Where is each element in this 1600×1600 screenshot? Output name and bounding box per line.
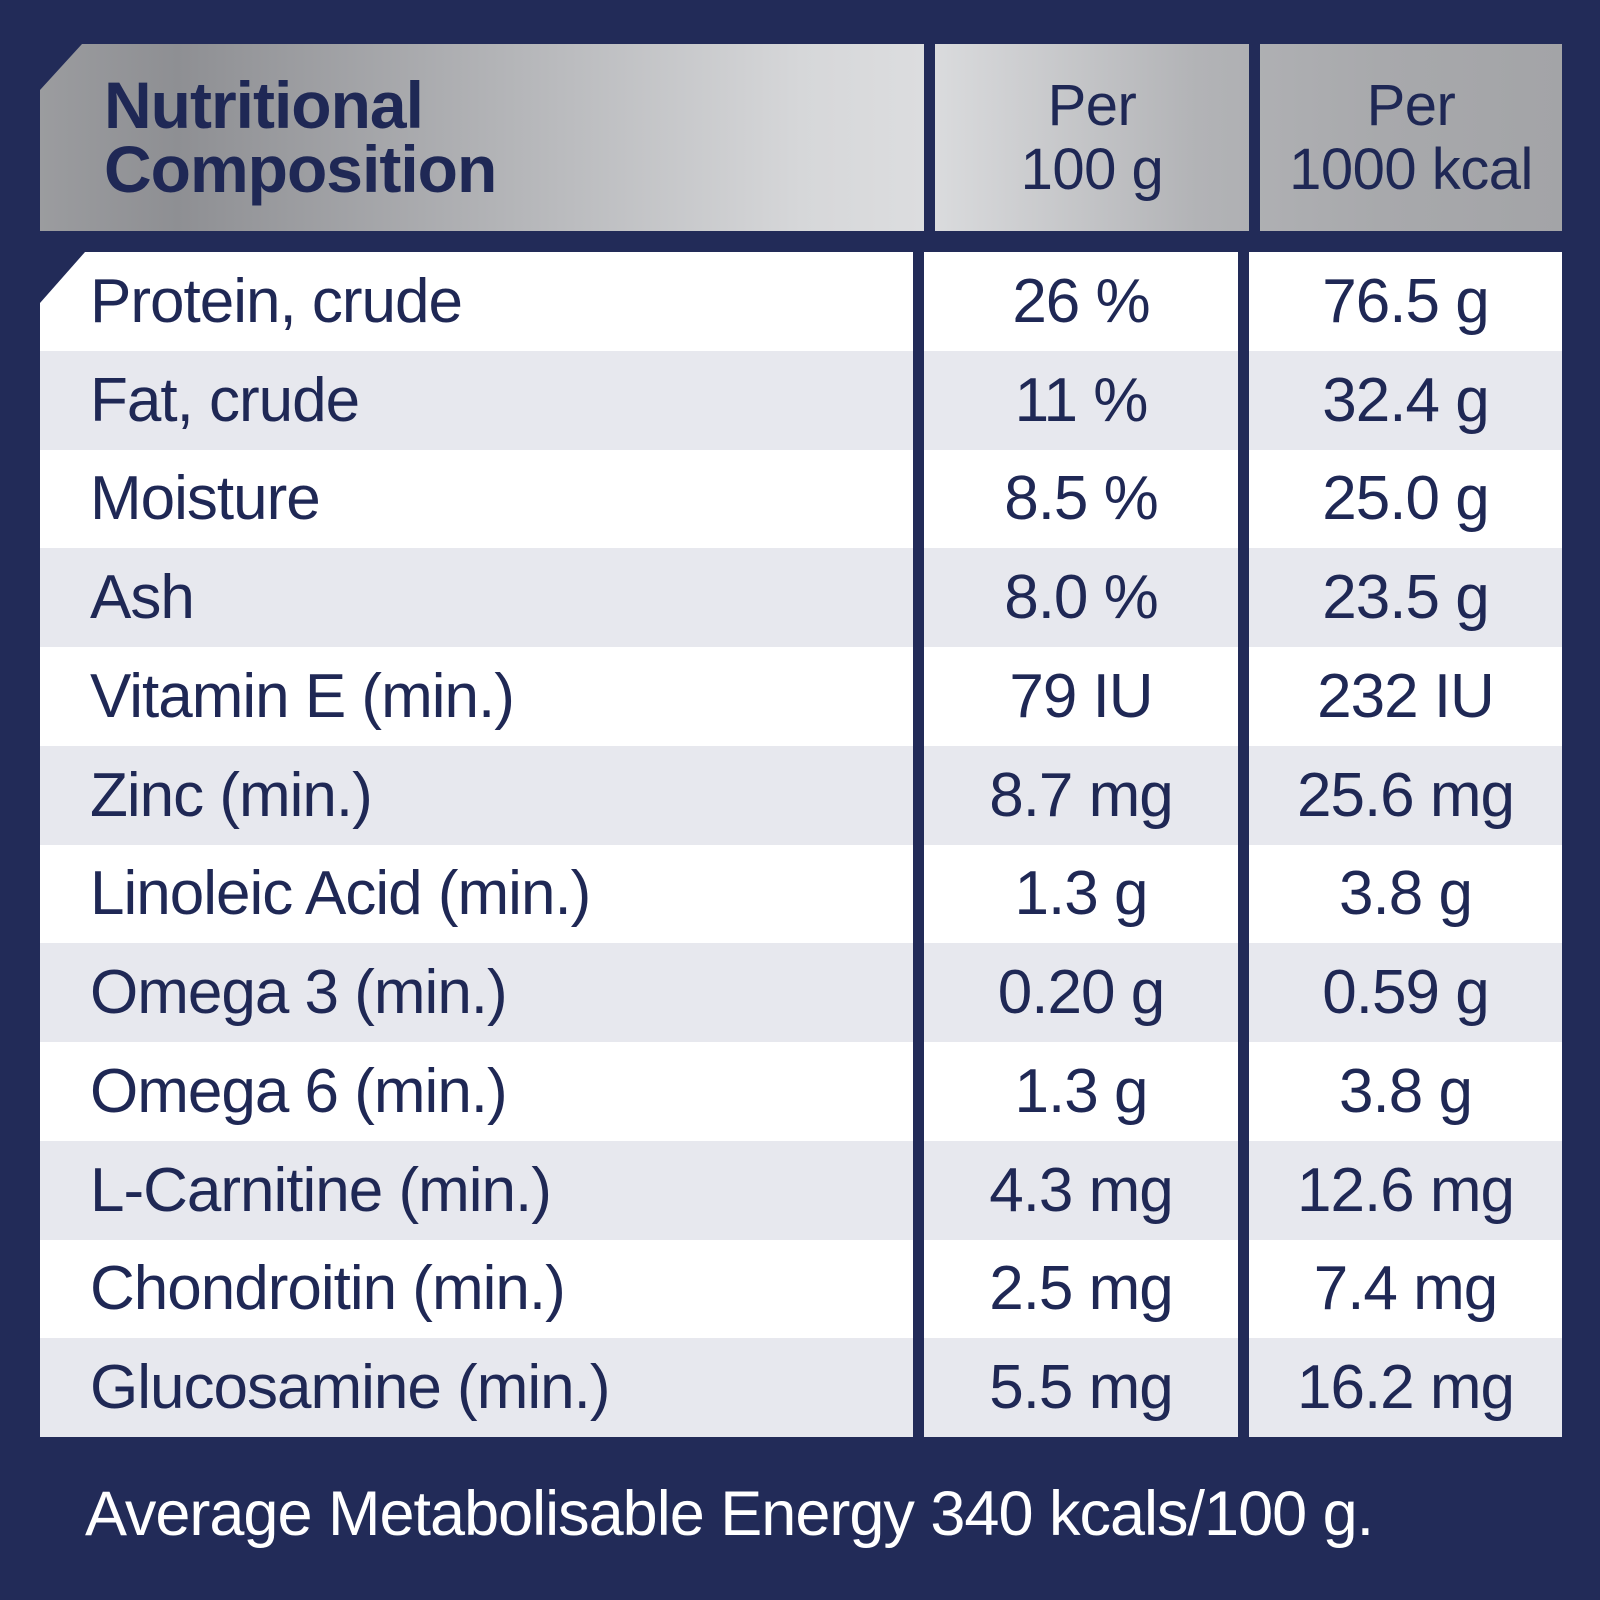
table-row: Protein, crude 26 % 76.5 g [40,252,1562,351]
row-value-per-100g: 8.5 % [1004,464,1159,534]
column-divider [1238,1140,1249,1240]
average-metabolisable-energy-note: Average Metabolisable Energy 340 kcals/1… [85,1479,1374,1549]
column-divider [913,1140,924,1240]
row-label: Omega 6 (min.) [90,1056,508,1126]
row-value-per-1000kcal: 3.8 g [1339,1056,1473,1126]
row-label: Linoleic Acid (min.) [90,859,591,929]
row-value-per-100g: 8.7 mg [989,760,1174,830]
table-body: Protein, crude 26 % 76.5 g Fat, crude 11… [40,252,1562,1437]
table-row: Omega 3 (min.) 0.20 g 0.59 g [40,943,1562,1042]
column-divider [1238,449,1249,549]
column-divider [913,745,924,845]
table-row: Linoleic Acid (min.) 1.3 g 3.8 g [40,844,1562,944]
column-divider [913,548,924,647]
column-divider [913,350,924,450]
row-label: L-Carnitine (min.) [90,1155,552,1225]
row-value-per-1000kcal: 23.5 g [1322,563,1489,633]
column-divider [1238,1338,1249,1437]
column-divider [1238,252,1249,351]
column-divider [913,1338,924,1437]
column-divider [1238,548,1249,647]
row-value-per-100g: 26 % [1012,266,1150,336]
column-divider [913,1239,924,1339]
column-divider [1238,844,1249,944]
table-row: L-Carnitine (min.) 4.3 mg 12.6 mg [40,1140,1562,1240]
row-label: Vitamin E (min.) [90,661,515,731]
row-value-per-100g: 0.20 g [997,958,1165,1028]
row-value-per-100g: 5.5 mg [989,1353,1174,1423]
row-value-per-1000kcal: 25.6 mg [1296,760,1515,830]
table-title: Nutritional Composition [104,68,497,206]
column-divider [1238,1042,1249,1141]
column-divider [913,647,924,746]
column-divider [913,1042,924,1141]
row-label: Omega 3 (min.) [90,958,508,1028]
table-row: Moisture 8.5 % 25.0 g [40,449,1562,549]
column-divider [1238,943,1249,1042]
row-value-per-1000kcal: 12.6 mg [1296,1155,1515,1225]
row-value-per-1000kcal: 25.0 g [1322,464,1489,534]
column-divider [1238,745,1249,845]
column-divider [1249,44,1260,231]
header-cell-per-1000kcal: Per 1000 kcal [1260,44,1562,231]
column-header-per-1000kcal: Per 1000 kcal [1289,72,1533,202]
column-divider [913,252,924,351]
table-row: Glucosamine (min.) 5.5 mg 16.2 mg [40,1338,1562,1437]
column-divider [1238,1239,1249,1339]
column-divider [913,449,924,549]
row-label: Fat, crude [90,365,360,435]
column-divider [1238,350,1249,450]
row-value-per-100g: 2.5 mg [989,1254,1174,1324]
row-value-per-100g: 11 % [1014,365,1149,435]
table-row: Omega 6 (min.) 1.3 g 3.8 g [40,1042,1562,1141]
table-row: Fat, crude 11 % 32.4 g [40,350,1562,450]
table-header-band: Nutritional Composition Per 100 g Per 10… [40,44,1562,231]
column-divider [1238,647,1249,746]
table-row: Ash 8.0 % 23.5 g [40,548,1562,647]
row-value-per-100g: 79 IU [1009,661,1153,731]
row-label: Glucosamine (min.) [90,1353,610,1423]
row-value-per-1000kcal: 0.59 g [1322,958,1489,1028]
row-value-per-100g: 1.3 g [1014,1056,1149,1126]
column-divider [913,943,924,1042]
row-value-per-100g: 1.3 g [1014,859,1149,929]
row-value-per-1000kcal: 232 IU [1317,661,1495,731]
column-divider [913,844,924,944]
table-row: Zinc (min.) 8.7 mg 25.6 mg [40,745,1562,845]
row-value-per-100g: 4.3 mg [989,1155,1174,1225]
row-label: Moisture [90,464,321,534]
column-divider [924,44,935,231]
row-value-per-1000kcal: 16.2 mg [1296,1353,1515,1423]
row-value-per-1000kcal: 7.4 mg [1313,1254,1499,1324]
row-label: Zinc (min.) [90,760,373,830]
table-row: Vitamin E (min.) 79 IU 232 IU [40,647,1562,746]
row-value-per-1000kcal: 3.8 g [1339,859,1473,929]
row-label: Chondroitin (min.) [90,1254,566,1324]
column-header-per-100g: Per 100 g [1020,72,1164,202]
row-value-per-100g: 8.0 % [1004,563,1159,633]
row-value-per-1000kcal: 76.5 g [1322,266,1489,336]
header-cell-title: Nutritional Composition [40,44,924,231]
row-label: Protein, crude [90,266,463,336]
header-cell-per-100g: Per 100 g [935,44,1249,231]
row-label: Ash [90,563,195,633]
table-row: Chondroitin (min.) 2.5 mg 7.4 mg [40,1239,1562,1339]
row-value-per-1000kcal: 32.4 g [1322,365,1489,435]
